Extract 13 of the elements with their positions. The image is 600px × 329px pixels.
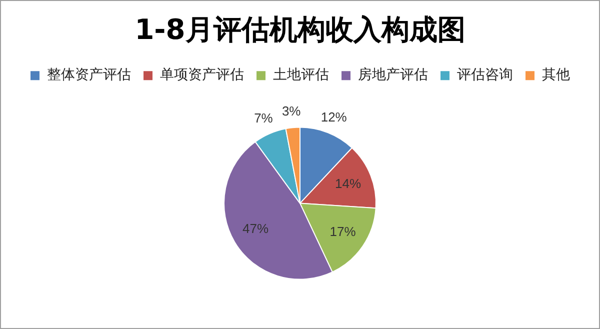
legend-label: 其他	[542, 67, 570, 84]
data-label: 12%	[320, 109, 348, 124]
chart-title: 1-8月评估机构收入构成图	[134, 13, 466, 46]
data-label: 17%	[330, 224, 356, 239]
data-label: 47%	[242, 221, 269, 236]
legend-label: 单项资产评估	[160, 67, 244, 84]
legend-label: 土地评估	[273, 67, 329, 84]
legend-label: 整体资产评估	[47, 67, 131, 84]
legend-label: 评估咨询	[457, 67, 513, 84]
data-label: 3%	[282, 103, 302, 118]
legend-label: 房地产评估	[358, 67, 428, 84]
data-label: 14%	[335, 176, 362, 191]
data-label: 7%	[254, 110, 274, 126]
